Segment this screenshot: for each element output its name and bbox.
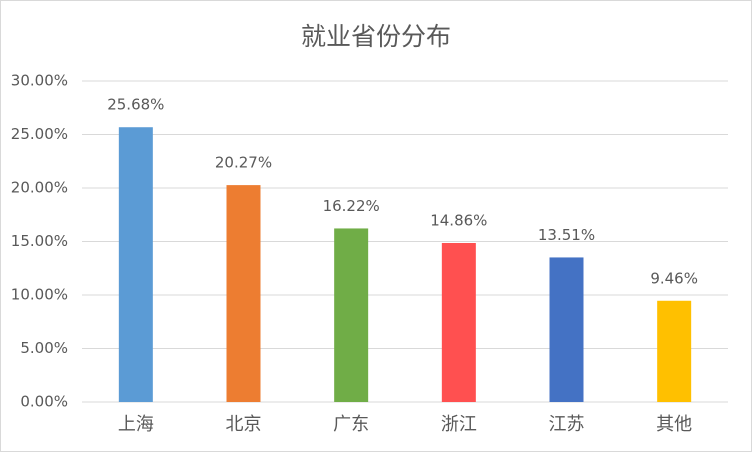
bar [226, 185, 261, 402]
y-tick-label: 30.00% [11, 72, 68, 90]
x-tick-label: 其他 [656, 414, 692, 435]
value-label: 14.86% [430, 211, 487, 229]
bar [334, 228, 369, 402]
value-label: 20.27% [215, 154, 272, 172]
bar [441, 242, 476, 402]
bar [549, 257, 584, 402]
y-tick-label: 25.00% [11, 125, 68, 143]
x-tick-label: 浙江 [441, 414, 477, 435]
chart-title: 就业省份分布 [301, 22, 451, 51]
value-label: 16.22% [323, 197, 380, 215]
y-tick-label: 20.00% [11, 179, 68, 197]
x-tick-label: 北京 [226, 414, 262, 435]
bar [657, 300, 692, 402]
x-tick-label: 上海 [118, 414, 154, 435]
bar [118, 127, 153, 402]
value-label: 9.46% [650, 269, 698, 287]
y-tick-label: 10.00% [11, 286, 68, 304]
value-label: 25.68% [107, 96, 164, 114]
y-tick-label: 5.00% [20, 339, 68, 357]
x-tick-label: 广东 [333, 414, 369, 435]
y-tick-label: 0.00% [20, 393, 68, 411]
y-tick-label: 15.00% [11, 232, 68, 250]
x-tick-label: 江苏 [549, 414, 585, 435]
value-label: 13.51% [538, 226, 595, 244]
